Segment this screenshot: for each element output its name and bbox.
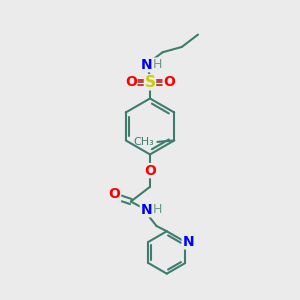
Text: O: O: [144, 164, 156, 178]
Text: N: N: [182, 235, 194, 249]
Text: O: O: [109, 187, 121, 201]
Text: H: H: [153, 58, 162, 71]
Text: N: N: [141, 58, 152, 72]
Text: O: O: [125, 75, 137, 89]
Text: S: S: [145, 75, 155, 90]
Text: O: O: [163, 75, 175, 89]
Text: N: N: [140, 203, 152, 217]
Text: H: H: [153, 203, 162, 216]
Text: CH₃: CH₃: [134, 137, 154, 147]
